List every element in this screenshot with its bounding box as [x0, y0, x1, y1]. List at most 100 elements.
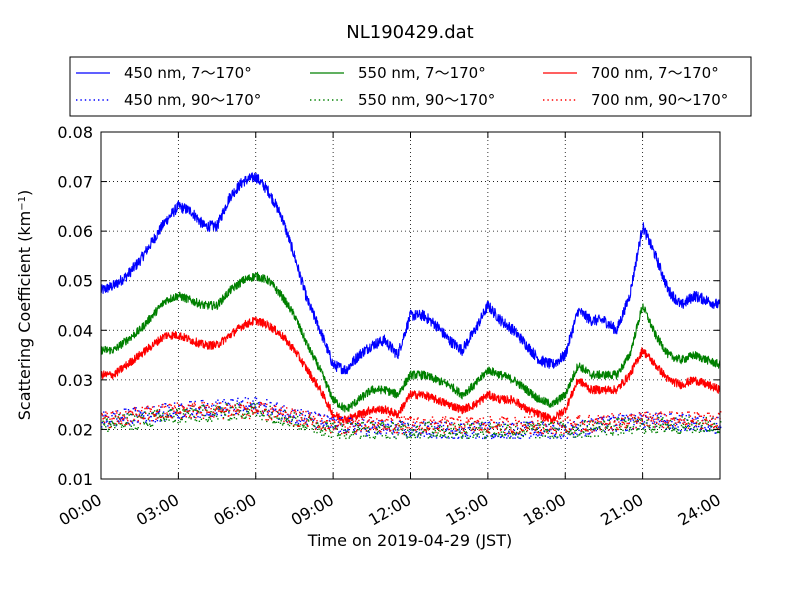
series-point: [358, 423, 361, 425]
series-point: [617, 416, 619, 419]
series-point: [623, 422, 625, 424]
series-point: [308, 415, 311, 417]
series-point: [535, 433, 538, 436]
series-point: [134, 419, 136, 422]
series-point: [565, 429, 567, 431]
series-point: [266, 399, 268, 401]
series-point: [670, 418, 672, 420]
series-point: [262, 411, 264, 414]
series-point: [279, 410, 282, 412]
series-point: [655, 412, 657, 414]
series-point: [336, 434, 339, 437]
series-point: [367, 430, 370, 432]
series-point: [376, 418, 378, 420]
series-point: [415, 429, 417, 431]
series-point: [645, 414, 647, 417]
series-point: [700, 415, 703, 417]
series-point: [321, 420, 323, 422]
series-point: [145, 412, 147, 415]
series-point: [237, 409, 240, 411]
series-point: [183, 410, 185, 412]
series-point: [637, 416, 639, 418]
series-point: [446, 428, 448, 430]
series-point: [525, 425, 527, 427]
series-point: [595, 426, 597, 429]
series-point: [279, 422, 282, 424]
series-point: [206, 413, 208, 415]
series-point: [195, 419, 198, 422]
series-point: [639, 425, 641, 427]
series-point: [233, 408, 236, 411]
series-point: [350, 434, 353, 436]
series-point: [457, 419, 459, 421]
series-point: [101, 426, 103, 428]
series-point: [374, 425, 376, 427]
series-point: [510, 423, 513, 426]
series-point: [252, 412, 254, 414]
series-point: [382, 420, 384, 422]
series-point: [697, 417, 699, 419]
series-point: [597, 415, 599, 417]
series-point: [669, 411, 671, 413]
series-point: [169, 409, 171, 412]
series-point: [189, 414, 192, 416]
series-point: [296, 419, 298, 422]
series-point: [687, 427, 690, 429]
series-point: [328, 428, 331, 430]
series-point: [654, 428, 656, 431]
series-point: [428, 427, 430, 429]
series-point: [269, 405, 271, 408]
series-point: [295, 422, 297, 424]
series-point: [353, 429, 355, 432]
series-point: [255, 406, 257, 409]
series-point: [659, 419, 661, 422]
series-point: [444, 436, 447, 438]
series-point: [485, 437, 487, 439]
series-point: [486, 431, 489, 433]
series-point: [214, 409, 216, 411]
series-point: [483, 429, 485, 431]
series-point: [652, 420, 654, 422]
series-point: [578, 429, 580, 431]
series-point: [693, 412, 696, 414]
series-point: [639, 422, 641, 424]
series-point: [422, 432, 424, 434]
series-point: [578, 434, 580, 436]
series-point: [462, 434, 464, 436]
series-point: [251, 403, 253, 405]
series-point: [385, 428, 387, 430]
series-point: [179, 411, 181, 413]
series-point: [613, 417, 615, 419]
series-point: [636, 418, 639, 420]
series-point: [335, 419, 337, 421]
series-point: [248, 412, 250, 414]
series-point: [451, 436, 453, 438]
series-point: [466, 421, 469, 423]
series-point: [504, 432, 506, 434]
series-point: [654, 426, 656, 428]
series-point: [683, 419, 685, 421]
series-point: [102, 420, 104, 422]
series-point: [190, 417, 192, 419]
series-point: [437, 432, 439, 434]
series-point: [673, 427, 676, 429]
series-point: [102, 415, 104, 417]
series-point: [715, 422, 718, 425]
series-point: [372, 424, 374, 426]
series-point: [165, 403, 167, 405]
series-point: [517, 427, 519, 429]
series-point: [115, 410, 117, 412]
series-point: [184, 414, 186, 416]
series-point: [596, 418, 598, 420]
series-point: [431, 425, 433, 428]
series-point: [183, 407, 185, 409]
series-point: [365, 429, 368, 432]
series-point: [286, 420, 288, 422]
series-point: [127, 411, 130, 414]
series-point: [367, 426, 370, 428]
series-point: [282, 413, 284, 416]
series-point: [518, 420, 520, 422]
series-point: [717, 430, 719, 433]
series-point: [647, 417, 650, 420]
